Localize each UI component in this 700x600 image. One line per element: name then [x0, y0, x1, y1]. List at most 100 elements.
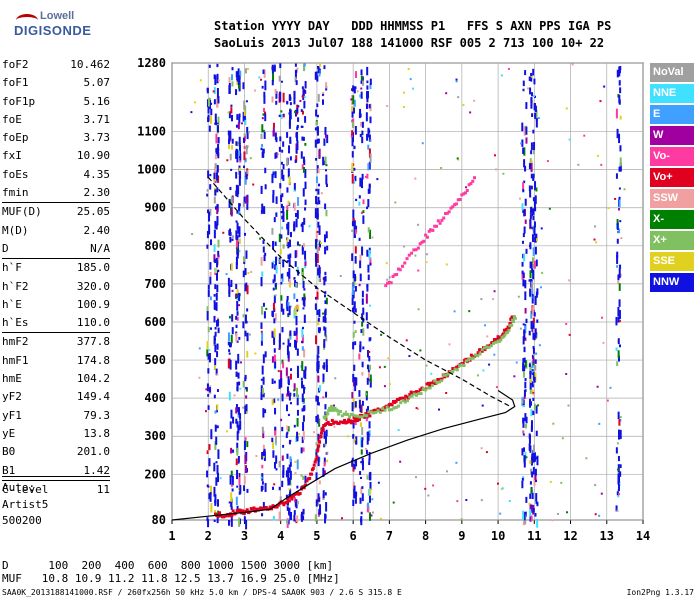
interference-mark — [236, 317, 239, 321]
interference-mark — [529, 378, 532, 383]
param-name: h`Es — [2, 316, 29, 330]
echo-trace-point — [410, 394, 414, 398]
interference-mark — [618, 187, 621, 190]
noise-echo — [365, 447, 368, 450]
interference-mark — [353, 145, 356, 150]
interference-mark — [529, 371, 532, 380]
interference-mark — [618, 166, 621, 172]
interference-mark — [353, 401, 356, 409]
interference-mark — [302, 398, 305, 404]
noise-echo — [520, 142, 523, 145]
param-value: 149.4 — [76, 390, 110, 404]
noise-echo — [538, 344, 541, 347]
param-row: yF2 149.4 — [2, 388, 110, 406]
echo-trace-point — [332, 408, 336, 412]
interference-mark — [288, 239, 291, 247]
noise-echo — [482, 369, 485, 372]
interference-mark — [294, 261, 297, 267]
interference-mark — [213, 462, 216, 472]
noise-echo — [501, 487, 504, 490]
interference-mark — [228, 198, 231, 208]
interference-mark — [325, 297, 328, 305]
interference-mark — [531, 389, 534, 394]
noise-echo — [239, 160, 242, 163]
interference-mark — [302, 326, 305, 330]
interference-mark — [242, 111, 245, 122]
interference-mark — [244, 405, 247, 415]
interference-mark — [207, 170, 210, 179]
interference-mark — [228, 519, 231, 526]
noise-echo — [618, 320, 621, 323]
interference-mark — [354, 71, 357, 79]
interference-mark — [530, 420, 533, 430]
echo-trace-point — [467, 358, 471, 362]
param-name: foF2 — [2, 58, 29, 71]
interference-mark — [353, 301, 356, 310]
interference-mark — [227, 341, 230, 346]
interference-mark — [275, 256, 278, 261]
noise-echo — [551, 519, 554, 522]
interference-mark — [293, 330, 296, 336]
interference-mark — [296, 459, 299, 470]
interference-mark — [351, 88, 354, 91]
interference-mark — [273, 354, 276, 362]
interference-mark — [244, 232, 247, 236]
interference-mark — [214, 410, 217, 414]
interference-mark — [317, 188, 320, 195]
interference-mark — [275, 455, 278, 464]
interference-mark — [529, 509, 532, 517]
interference-mark — [322, 467, 325, 477]
interference-mark — [287, 302, 290, 307]
interference-mark — [289, 231, 292, 238]
interference-mark — [271, 399, 274, 406]
legend-item: Vo+ — [650, 168, 694, 187]
interference-mark — [369, 262, 372, 266]
interference-mark — [535, 493, 538, 502]
legend-item: X- — [650, 210, 694, 229]
interference-mark — [206, 348, 209, 357]
interference-mark — [236, 114, 239, 120]
echo-trace-point — [347, 418, 351, 422]
interference-mark — [213, 87, 216, 95]
noise-echo — [245, 100, 248, 103]
interference-mark — [215, 133, 218, 144]
interference-mark — [286, 431, 289, 435]
x-tick-label: 14 — [636, 529, 650, 543]
interference-mark — [216, 260, 219, 268]
interference-mark — [615, 347, 618, 351]
echo-trace-point — [356, 418, 360, 422]
interference-mark — [208, 387, 211, 393]
interference-mark — [209, 100, 212, 110]
interference-mark — [275, 196, 278, 204]
noise-echo — [259, 237, 262, 240]
interference-mark — [263, 311, 266, 319]
interference-mark — [352, 434, 355, 439]
interference-mark — [368, 458, 371, 462]
noise-echo — [321, 93, 324, 96]
interference-mark — [302, 515, 305, 521]
interference-mark — [366, 431, 369, 436]
interference-mark — [217, 175, 220, 183]
echo-trace-point — [230, 514, 234, 518]
interference-mark — [238, 238, 241, 245]
param-name: h`F — [2, 261, 22, 275]
interference-mark — [243, 440, 246, 450]
interference-mark — [243, 516, 246, 523]
interference-mark — [617, 208, 620, 211]
noise-echo — [299, 99, 302, 102]
interference-mark — [207, 284, 210, 289]
interference-mark — [272, 279, 275, 284]
interference-mark — [352, 499, 355, 507]
noise-echo — [565, 322, 568, 325]
interference-mark — [281, 169, 284, 180]
echo-trace-point — [241, 509, 245, 513]
interference-mark — [237, 122, 240, 130]
noise-echo — [199, 79, 202, 82]
interference-mark — [533, 312, 536, 317]
echo-trace-point — [396, 267, 400, 271]
interference-mark — [536, 455, 539, 466]
interference-mark — [236, 298, 239, 301]
interference-mark — [214, 284, 217, 290]
interference-mark — [238, 381, 241, 386]
echo-trace-point — [342, 412, 346, 416]
